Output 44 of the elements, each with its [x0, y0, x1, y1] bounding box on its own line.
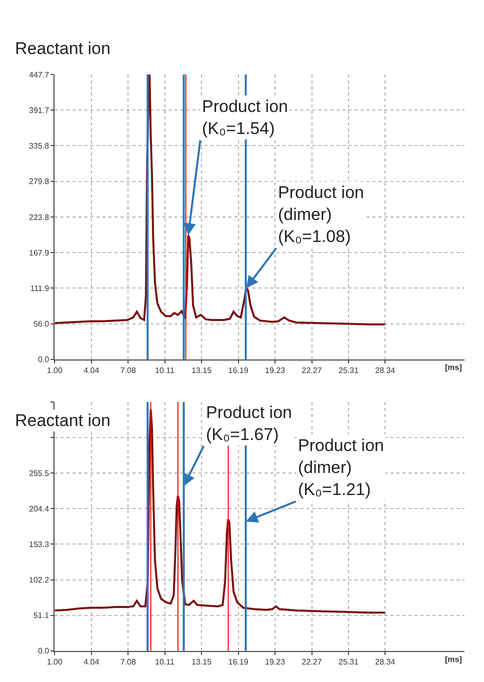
- x-tick-label: 16.19: [228, 658, 249, 666]
- x-tick-label: 7.08: [120, 366, 136, 376]
- x-tick-label: 22.27: [302, 366, 322, 376]
- x-tick-label: 16.19: [228, 366, 249, 376]
- y-tick-label: 51.1: [33, 611, 50, 620]
- annotation: Product ion (dimer) (K₀=1.08): [278, 183, 364, 246]
- x-tick-label: 4.04: [84, 658, 100, 666]
- y-tick-label: 153.3: [29, 540, 50, 550]
- annotation: Product ion (K₀=1.67): [206, 403, 292, 444]
- y-tick-label: 102.2: [29, 576, 50, 585]
- x-tick-label: 25.31: [338, 658, 360, 666]
- y-tick-label: 447.7: [29, 70, 50, 80]
- annotation: Product ion (K₀=1.54): [202, 97, 288, 138]
- x-axis-title: [ms]: [445, 655, 462, 664]
- annotation: Reactant ion: [15, 411, 110, 430]
- y-tick-label: 56.0: [33, 320, 50, 329]
- x-tick-label: 19.23: [265, 658, 286, 666]
- x-tick-label: 10.11: [155, 366, 176, 376]
- line-series: [54, 74, 386, 326]
- x-tick-label: 22.27: [302, 658, 322, 666]
- y-tick-label: 335.8: [29, 142, 50, 151]
- x-tick-label: 1.00: [46, 366, 63, 376]
- text: Reactant ion: [15, 39, 110, 58]
- x-tick-label: 13.15: [192, 366, 212, 376]
- x-tick-label: 19.23: [265, 366, 286, 376]
- y-tick-label: 223.8: [29, 212, 50, 222]
- y-tick-label: 391.7: [29, 106, 50, 115]
- y-tick-label: 255.5: [29, 468, 50, 478]
- annotation: Product ion (dimer) (K₀=1.21): [298, 436, 384, 500]
- y-tick-label: 204.4: [29, 504, 50, 514]
- y-tick-label: 0.0: [38, 355, 50, 364]
- x-tick-label: 4.04: [84, 366, 100, 376]
- x-tick-label: 13.15: [192, 658, 212, 666]
- y-tick-label: 111.9: [30, 284, 50, 294]
- x-tick-label: 10.11: [155, 658, 176, 666]
- x-tick-label: 28.34: [375, 658, 396, 666]
- x-tick-label: 7.08: [120, 658, 136, 666]
- y-tick-label: 0.0: [38, 646, 50, 656]
- x-tick-label: 28.34: [375, 366, 396, 376]
- y-tick-label: 167.9: [29, 248, 50, 258]
- x-tick-label: 25.31: [338, 366, 360, 376]
- y-tick-label: 279.8: [29, 177, 50, 186]
- x-tick-label: 1.00: [46, 658, 63, 666]
- x-axis-title: [ms]: [445, 363, 462, 372]
